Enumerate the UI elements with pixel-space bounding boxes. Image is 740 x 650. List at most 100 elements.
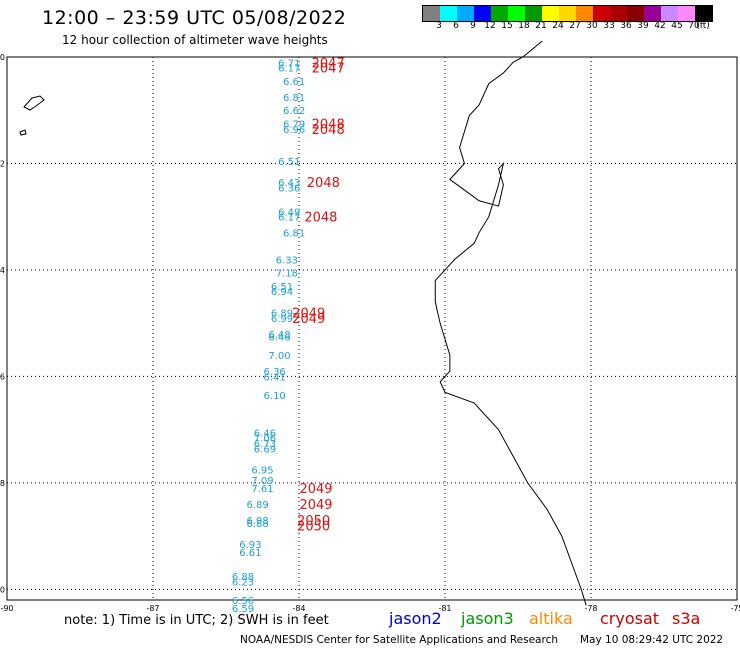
map-subtitle: 12 hour collection of altimeter wave hei… <box>62 33 328 47</box>
swh-value-label: 6.81 <box>283 229 305 240</box>
mission-cryosat: cryosat <box>600 609 660 628</box>
lat-tick-label: -10 <box>0 585 5 594</box>
swh-value-label: 6.89 <box>247 500 269 511</box>
swh-value-label: 6.96 <box>283 125 305 136</box>
color-swatch <box>610 6 627 21</box>
color-swatch <box>491 6 508 21</box>
pass-time-label: 2049 <box>292 312 325 327</box>
color-swatch <box>508 6 525 21</box>
color-scale-label: 36 <box>620 21 632 31</box>
lat-tick-label: -2 <box>0 159 5 168</box>
swh-value-label: 6.81 <box>283 93 305 104</box>
color-swatch <box>678 6 695 21</box>
color-swatch <box>542 6 559 21</box>
color-swatch <box>474 6 491 21</box>
color-scale-label: 6 <box>453 21 459 31</box>
lon-tick-label: -75 <box>730 604 740 613</box>
mission-jason3: jason3 <box>461 609 514 628</box>
swh-value-label: 6.88 <box>232 572 254 583</box>
color-scale-label: 9 <box>470 21 476 31</box>
color-swatch <box>661 6 678 21</box>
pass-time-label: 2048 <box>307 176 340 191</box>
swh-value-label: 6.36 <box>278 183 300 194</box>
color-swatch <box>627 6 644 21</box>
swh-value-label: 7.00 <box>268 351 290 362</box>
color-scale-label: (ft) <box>696 21 710 31</box>
color-swatch <box>525 6 542 21</box>
swh-value-label: 7.06 <box>254 434 276 445</box>
color-scale-label: 27 <box>569 21 581 31</box>
swh-value-label: 7.18 <box>276 269 298 280</box>
swh-value-label: 6.98 <box>247 516 269 527</box>
swh-value-label: 6.93 <box>239 540 261 551</box>
pass-time-label: 2048 <box>312 118 345 133</box>
color-swatch <box>457 6 474 21</box>
color-scale-label: 12 <box>484 21 496 31</box>
pass-time-label: 2050 <box>297 519 330 534</box>
color-scale-label: 3 <box>436 21 442 31</box>
swh-value-label: 6.17 <box>278 213 300 224</box>
color-scale-label: 39 <box>637 21 649 31</box>
swh-value-label: 6.88 <box>247 519 269 530</box>
swh-value-label: 6.51 <box>271 282 293 293</box>
swh-value-label: 6.69 <box>254 444 276 455</box>
color-scale-label: 33 <box>603 21 615 31</box>
swh-value-label: 6.51 <box>278 157 300 168</box>
swh-value-label: 6.95 <box>251 466 273 477</box>
pass-time-label: 2047 <box>312 62 345 77</box>
map-title: 12:00 – 23:59 UTC 05/08/2022 <box>42 7 347 29</box>
swh-value-label: 6.33 <box>276 255 298 266</box>
credit-line: NOAA/NESDIS Center for Satellite Applica… <box>240 634 558 646</box>
swh-value-label: 6.99 <box>271 314 293 325</box>
lon-tick-label: -87 <box>146 604 159 613</box>
swh-value-label: 6.56 <box>232 596 254 607</box>
color-swatch <box>695 6 712 21</box>
swh-value-label: 6.49 <box>278 207 300 218</box>
mission-s3a: s3a <box>672 609 701 628</box>
legend-note: note: 1) Time is in UTC; 2) SWH is in fe… <box>64 613 329 628</box>
swh-value-label: 6.61 <box>239 548 261 559</box>
lat-tick-label: -8 <box>0 479 5 488</box>
generated-timestamp: May 10 08:29:42 UTC 2022 <box>580 634 724 646</box>
pass-time-label: 2047 <box>312 56 345 71</box>
swh-value-label: 6.17 <box>278 64 300 75</box>
lon-tick-label: -84 <box>292 604 305 613</box>
swh-value-label: 6.73 <box>254 439 276 450</box>
swh-value-label: 6.48 <box>268 330 290 341</box>
pass-time-label: 2049 <box>299 482 332 497</box>
mission-altika: altika <box>529 609 573 628</box>
color-scale-label: 45 <box>671 21 683 31</box>
color-swatch <box>559 6 576 21</box>
galapagos-island <box>23 95 45 111</box>
color-swatch <box>440 6 457 21</box>
color-scale-label: 15 <box>501 21 513 31</box>
lat-tick-label: 0 <box>0 53 5 62</box>
swh-value-label: 6.79 <box>283 120 305 131</box>
color-scale-label: 21 <box>535 21 547 31</box>
swh-value-label: 6.46 <box>254 428 276 439</box>
color-swatch <box>593 6 610 21</box>
lat-tick-label: -6 <box>0 372 5 381</box>
color-scale-label: 18 <box>518 21 530 31</box>
pass-time-label: 2049 <box>292 307 325 322</box>
swh-value-label: 6.43 <box>278 178 300 189</box>
color-swatch <box>644 6 661 21</box>
color-scale-label: 30 <box>586 21 598 31</box>
swh-value-label: 6.94 <box>271 287 293 298</box>
swh-value-label: 6.59 <box>232 604 254 615</box>
pass-time-label: 2048 <box>304 211 337 226</box>
swh-value-label: 6.10 <box>264 391 286 402</box>
swh-color-scale <box>422 5 713 22</box>
color-scale-label: 42 <box>654 21 666 31</box>
pass-time-label: 2049 <box>299 498 332 513</box>
swh-value-label: 6.71 <box>278 58 300 69</box>
color-swatch <box>423 6 440 21</box>
lon-tick-label: -90 <box>0 604 13 613</box>
mission-jason2: jason2 <box>389 609 442 628</box>
swh-value-label: 7.61 <box>251 484 273 495</box>
lon-tick-label: -81 <box>438 604 451 613</box>
swh-value-label: 6.62 <box>283 106 305 117</box>
pass-time-label: 2048 <box>312 123 345 138</box>
swh-value-label: 6.41 <box>264 372 286 383</box>
